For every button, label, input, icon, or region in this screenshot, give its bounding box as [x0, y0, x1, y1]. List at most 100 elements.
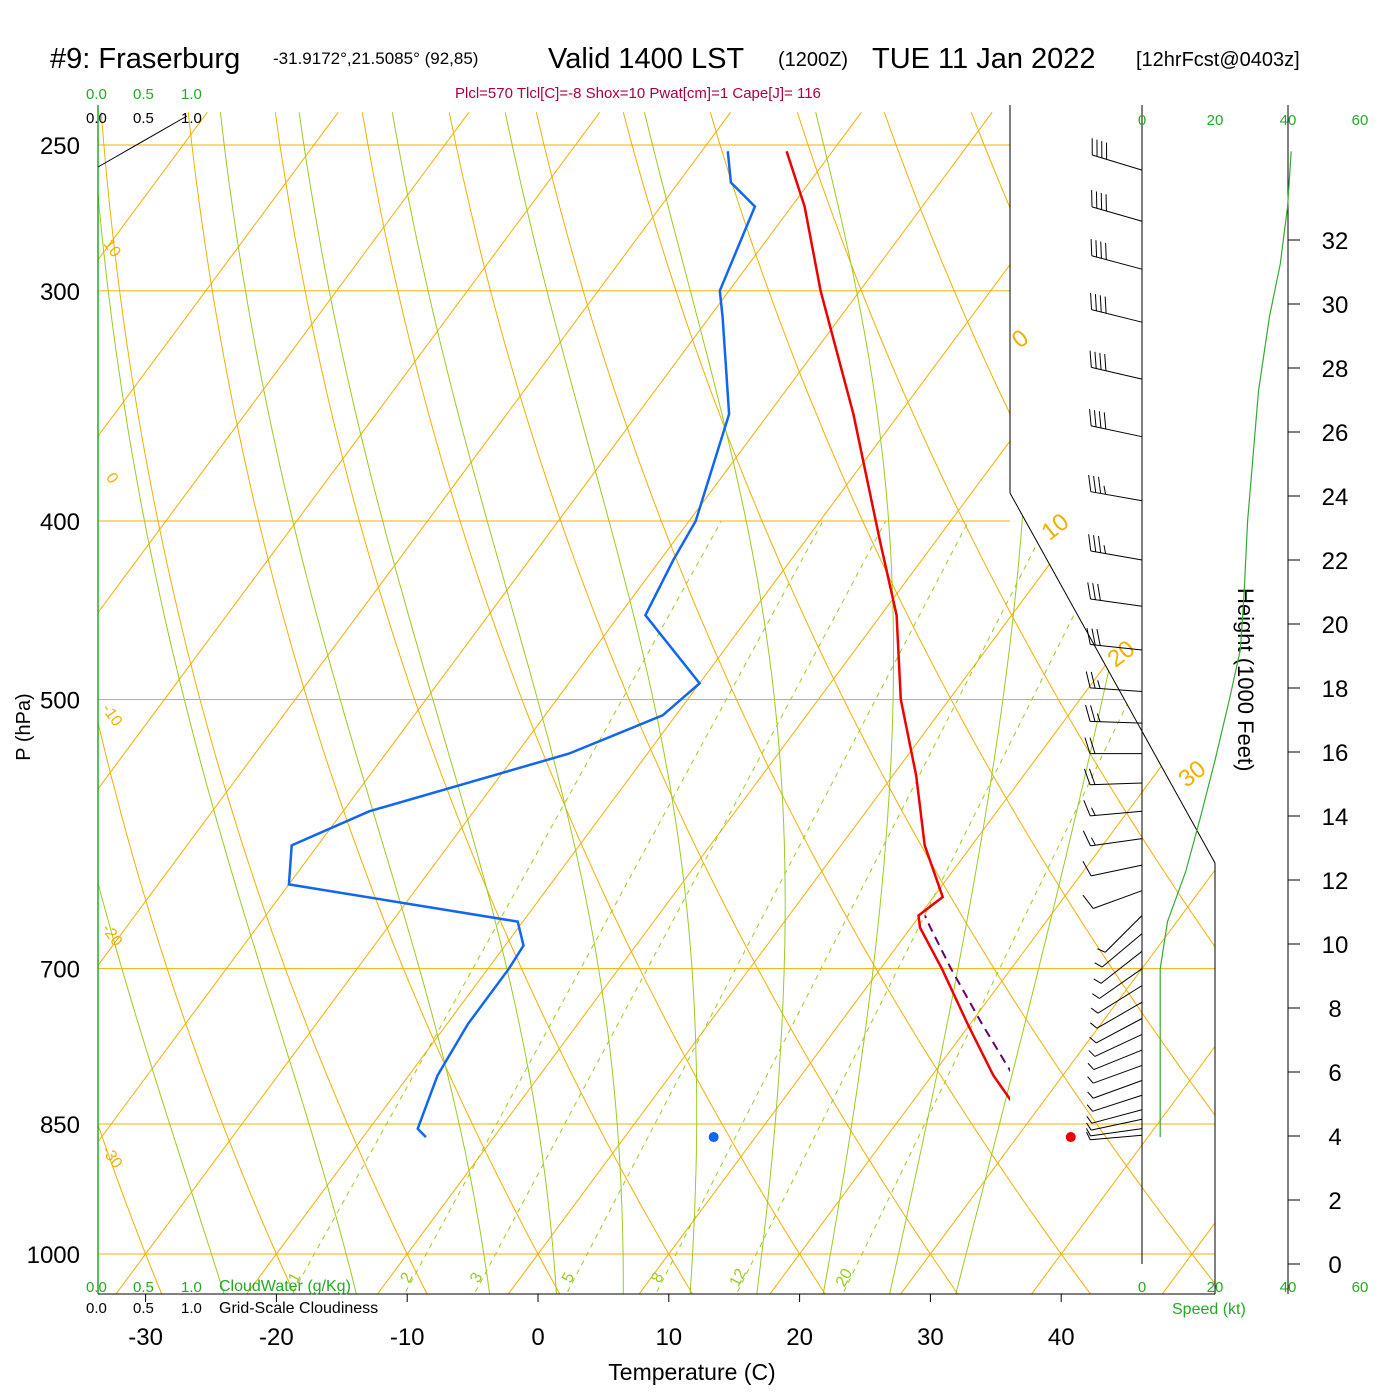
parcel-trace	[924, 915, 1010, 1073]
dry-adiabat-line	[361, 112, 840, 1294]
mixing-ratio-line	[732, 520, 1122, 1294]
cloud-scale-bottom: 0.0 0.5 1.0 CloudWater (g/Kg) 0.0 0.5 1.…	[86, 1278, 378, 1317]
pressure-tick-label: 250	[40, 133, 80, 160]
dry-adiabat-line	[1057, 112, 1215, 1294]
wind-barb	[1088, 534, 1143, 561]
isotherm-line	[230, 112, 1124, 1294]
wind-barb-staff	[1095, 1018, 1143, 1044]
wind-barb	[1087, 1049, 1143, 1071]
wind-speed-panel: 0 20 40 60 0 20 40 60 Speed (kt)	[1138, 105, 1368, 1318]
wind-barb-flag	[1097, 583, 1101, 601]
wind-barb-flag	[1094, 294, 1097, 311]
dry-adiabat-line	[274, 112, 706, 1294]
wind-barb-staff	[1091, 255, 1143, 270]
wind-barb-flag	[1087, 582, 1091, 600]
wind-barb-flag	[1094, 351, 1097, 369]
isotherm-line	[98, 112, 731, 1294]
height-tick-label: 0	[1328, 1252, 1341, 1279]
cloudiness-label: Grid-Scale Cloudiness	[219, 1300, 378, 1317]
dry-adiabat-line	[98, 112, 172, 1294]
wind-barb-half-flag	[1087, 1062, 1095, 1070]
wind-barb-flag	[1089, 350, 1092, 368]
height-tick-label: 32	[1322, 228, 1349, 255]
mixing-ratio-line	[400, 520, 824, 1294]
wind-barb-staff	[1090, 644, 1143, 651]
wind-barb-staff	[1091, 206, 1143, 222]
wind-barb-staff	[1092, 154, 1143, 171]
wind-barb-staff	[1099, 968, 1143, 999]
wind-barb-staff	[1090, 838, 1143, 847]
temperature-tick-label: 40	[1048, 1324, 1075, 1351]
mixing-ratio-label: 3	[467, 1270, 486, 1286]
wind-barbs	[1082, 138, 1143, 1141]
wind-barb-half-flag	[1092, 993, 1100, 999]
wind-barb	[1088, 474, 1143, 502]
dry-adiabat-line	[100, 112, 439, 1294]
speed-tick-top: 0	[1138, 112, 1146, 129]
cloud-water-tick-top: 0.0	[86, 86, 107, 103]
wind-barb-flag	[1104, 296, 1107, 314]
moist-adiabat-line	[219, 112, 493, 1294]
wind-barb-flag	[1089, 768, 1096, 785]
wind-barb-flag	[1089, 409, 1092, 426]
temperature-tick-label: 30	[917, 1324, 944, 1351]
temperature-tick-label: 10	[655, 1324, 682, 1351]
isotherm-label: 20	[1103, 635, 1141, 673]
height-tick-label: 8	[1328, 996, 1341, 1023]
cloud-water-tick-top: 1.0	[181, 86, 202, 103]
mixing-ratio-label: 5	[559, 1270, 578, 1286]
wind-barb-flag	[1093, 535, 1097, 552]
wind-barb	[1087, 1079, 1143, 1099]
wind-barb-flag	[1096, 629, 1101, 646]
height-tick-label: 10	[1322, 932, 1349, 959]
wind-barb-flag	[1092, 583, 1096, 600]
wind-barb	[1089, 409, 1143, 438]
wind-barb-flag	[1088, 474, 1092, 492]
wind-barb-staff	[1092, 1094, 1143, 1112]
cloudiness-tick-top: 0.5	[133, 110, 154, 127]
isotherm-line	[491, 112, 1215, 1294]
wind-barb-half-flag	[1091, 807, 1096, 816]
wind-barb	[1086, 628, 1143, 651]
wind-barb-staff	[1097, 985, 1143, 1014]
wind-barb-staff	[1090, 598, 1143, 607]
wind-barb-staff	[1090, 810, 1143, 817]
wind-barb-half-flag	[1096, 713, 1101, 722]
height-tick-label: 6	[1328, 1060, 1341, 1087]
dry-adiabat-line	[535, 112, 1108, 1294]
wind-barb	[1090, 985, 1143, 1014]
forecast-info: [12hrFcst@0403z]	[1136, 49, 1300, 71]
height-tick-label: 24	[1322, 484, 1349, 511]
cloud-water-tick-bottom: 0.5	[133, 1279, 154, 1296]
cloud-water-tick-top: 0.5	[133, 86, 154, 103]
cloud-scale-top: 0.0 0.5 1.0 0.0 0.5 1.0	[86, 86, 202, 127]
grid-lines	[98, 112, 1215, 1294]
wind-barb-flag	[1088, 534, 1092, 552]
wind-barb-staff	[1094, 1033, 1143, 1057]
wind-barb-flag	[1100, 241, 1102, 259]
wind-barb-staff	[1090, 782, 1143, 786]
wind-barb-flag	[1103, 412, 1107, 430]
mixing-ratio-line	[288, 520, 722, 1294]
isotherm-line	[1145, 112, 1215, 1294]
isotherm-label: 0	[102, 470, 121, 487]
speed-tick-bottom: 0	[1138, 1279, 1146, 1296]
isotherm-line	[361, 112, 1215, 1294]
moist-adiabat-line	[643, 112, 786, 1294]
temperature-tick-label: 0	[531, 1324, 544, 1351]
wind-barb	[1090, 1001, 1143, 1029]
pressure-tick-label: 1000	[27, 1242, 80, 1269]
wind-barb-half-flag	[1087, 1076, 1094, 1084]
wind-barb-staff	[1090, 491, 1143, 502]
wind-barb-flag	[1086, 628, 1091, 645]
cloudiness-tick-top: 0.0	[86, 110, 107, 127]
wind-barb-flag	[1097, 476, 1102, 494]
mixing-ratio-line	[651, 520, 1049, 1294]
temperature-trace	[785, 150, 1010, 1102]
wind-barb	[1082, 830, 1143, 847]
wind-barb	[1084, 768, 1143, 786]
x-axis-label: Temperature (C)	[608, 1359, 775, 1385]
wind-barb-staff	[1090, 720, 1143, 724]
isotherm-line	[98, 112, 601, 1294]
pressure-tick-label: 500	[40, 687, 80, 714]
